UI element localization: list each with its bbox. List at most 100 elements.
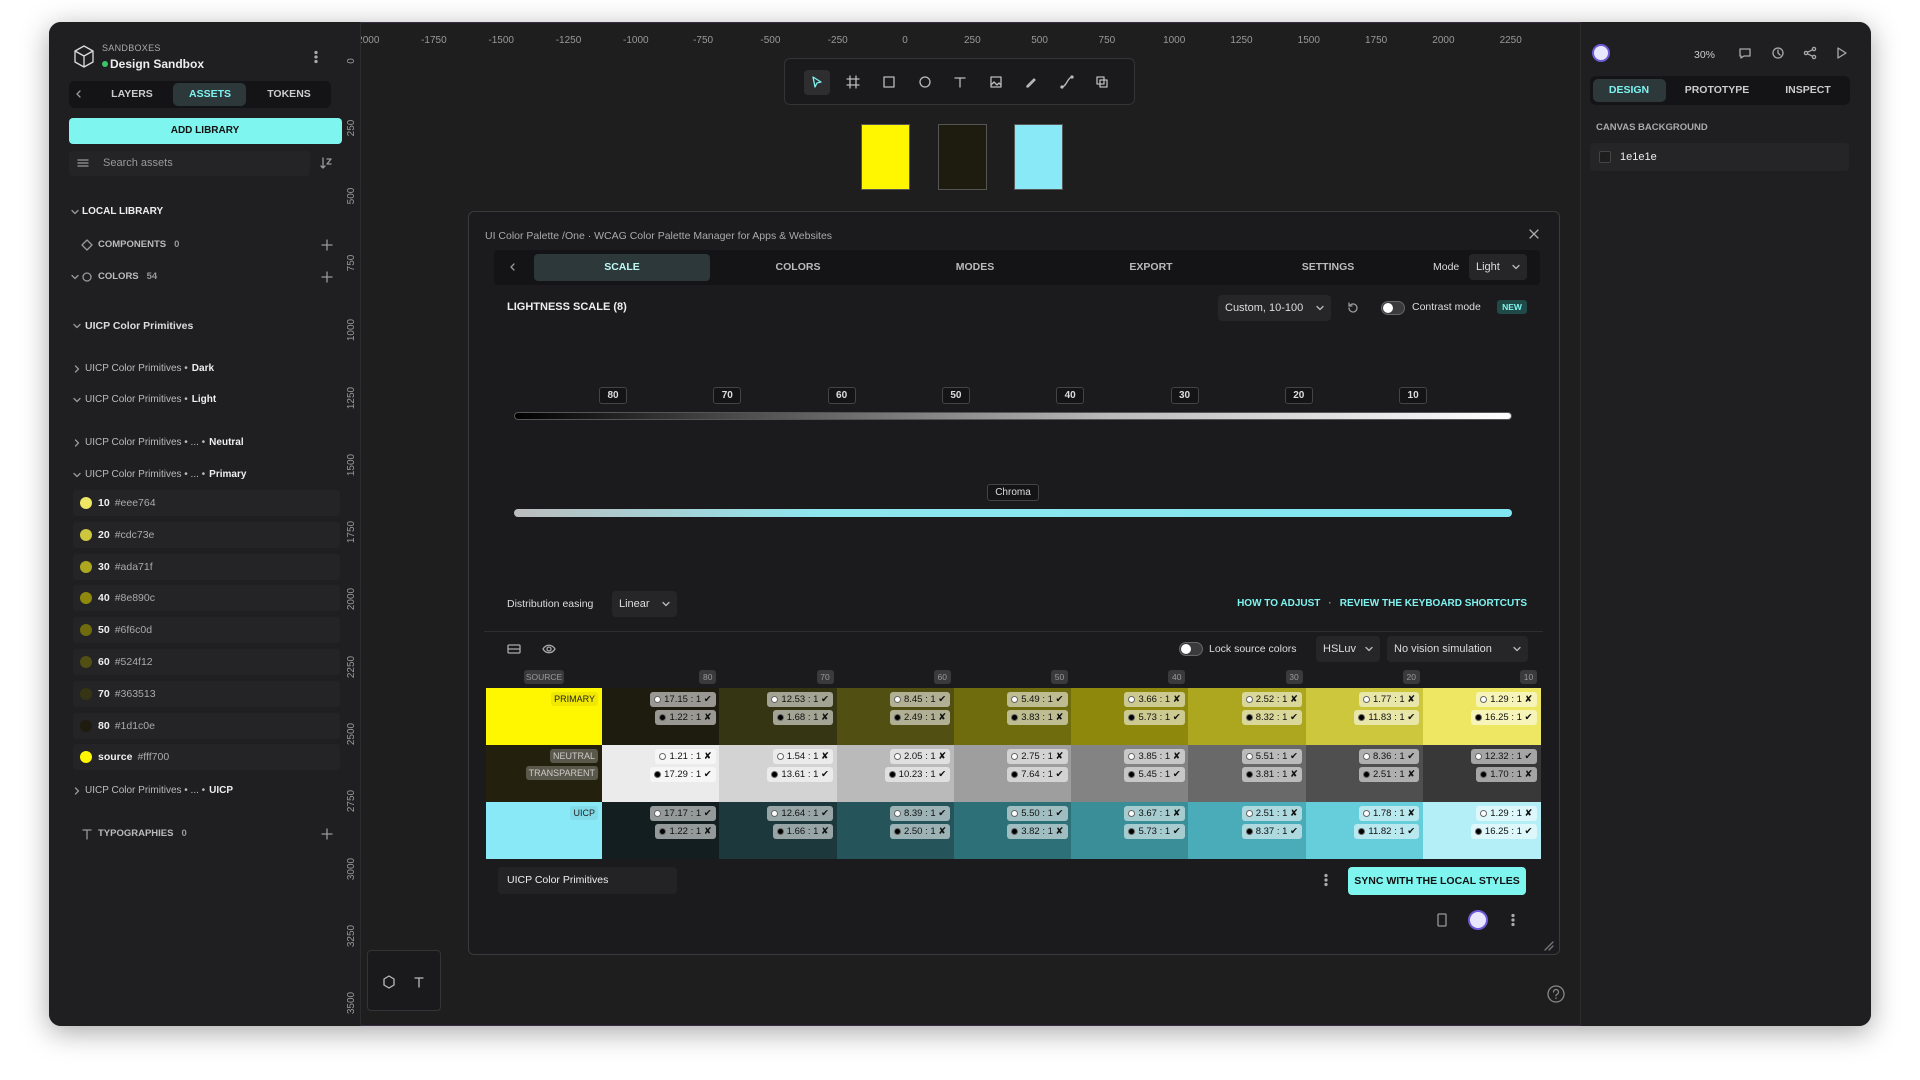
add-button[interactable] (321, 271, 333, 283)
canvas-frame[interactable] (1014, 124, 1063, 190)
color-style-row[interactable]: 30 #ada71f (73, 553, 340, 580)
vision-dropdown[interactable]: No vision simulation (1387, 636, 1528, 662)
more-menu[interactable] (1319, 873, 1333, 887)
palette-cell[interactable]: 12.32 : 1 ✔ 1.70 : 1 ✘ (1422, 745, 1541, 802)
palette-cell[interactable]: 2.51 : 1 ✘ 8.37 : 1 ✔ (1188, 802, 1306, 859)
chroma-handle[interactable]: Chroma (987, 484, 1039, 501)
palette-cell[interactable]: 12.64 : 1 ✔ 1.66 : 1 ✘ (719, 802, 837, 859)
canvas-frame[interactable] (937, 124, 987, 190)
color-style-row[interactable]: 70 #363513 (73, 680, 340, 707)
palette-cell[interactable]: 1.78 : 1 ✘ 11.82 : 1 ✔ (1305, 802, 1424, 859)
stop-handle[interactable]: 20 (1284, 387, 1313, 404)
tool-button[interactable] (989, 75, 1003, 89)
user-avatar[interactable] (1468, 910, 1488, 930)
search-field[interactable] (69, 151, 310, 176)
zoom-level[interactable]: 30% (1694, 49, 1716, 61)
visibility-toggle[interactable] (542, 642, 556, 656)
plugin-tab[interactable]: EXPORT (1129, 261, 1173, 273)
chevron-down[interactable] (72, 395, 82, 405)
color-style-row[interactable]: 80 #1d1c0e (73, 712, 340, 739)
back-button[interactable] (74, 89, 84, 99)
reset-button[interactable] (1346, 301, 1360, 315)
chevron-down[interactable] (72, 321, 82, 331)
color-group[interactable]: UICP Color Primitives • ... • UICP (85, 783, 233, 799)
plugin-tab[interactable]: SETTINGS (1301, 261, 1355, 273)
easing-dropdown[interactable]: Linear (612, 591, 677, 617)
chevron-down[interactable] (1512, 644, 1522, 654)
root-group[interactable]: UICP Color Primitives (85, 320, 194, 332)
palette-cell[interactable]: 5.49 : 1 ✔ 3.83 : 1 ✘ (953, 688, 1072, 745)
toggle[interactable] (1179, 642, 1203, 656)
chevron-down[interactable] (1315, 303, 1325, 313)
plugin-tab[interactable]: COLORS (775, 261, 821, 273)
help-link[interactable]: REVIEW THE KEYBOARD SHORTCUTS (1339, 598, 1527, 609)
more-menu[interactable] (1506, 913, 1520, 927)
palette-cell[interactable]: 1.77 : 1 ✘ 11.83 : 1 ✔ (1305, 688, 1424, 745)
help-link[interactable]: HOW TO ADJUST (1237, 598, 1321, 609)
stop-handle[interactable]: 50 (941, 387, 970, 404)
sidebar-tab[interactable]: LAYERS (111, 88, 153, 100)
right-tab[interactable]: INSPECT (1785, 84, 1831, 96)
add-button[interactable] (321, 828, 333, 840)
lightness-slider[interactable] (514, 412, 1512, 420)
palette-cell[interactable]: 2.05 : 1 ✘ 10.23 : 1 ✔ (836, 745, 955, 802)
color-group[interactable]: UICP Color Primitives • ... • Neutral (85, 435, 244, 451)
palette-cell[interactable]: 8.45 : 1 ✔ 2.49 : 1 ✘ (836, 688, 955, 745)
help-button[interactable] (1547, 985, 1565, 1003)
chevron-down[interactable] (72, 470, 82, 480)
tool-button[interactable] (846, 75, 860, 89)
right-tab[interactable]: DESIGN (1608, 84, 1650, 96)
palette-cell[interactable]: 1.29 : 1 ✘ 16.25 : 1 ✔ (1422, 688, 1541, 745)
palette-cell[interactable]: 3.66 : 1 ✘ 5.73 : 1 ✔ (1071, 688, 1189, 745)
stop-handle[interactable]: 30 (1170, 387, 1199, 404)
stop-handle[interactable]: 60 (827, 387, 856, 404)
canvas-frame[interactable] (861, 124, 910, 190)
color-style-row[interactable]: 40 #8e890c (73, 585, 340, 612)
palette-cell[interactable]: 5.50 : 1 ✔ 3.82 : 1 ✘ (953, 802, 1072, 859)
color-group[interactable]: UICP Color Primitives • Light (85, 392, 216, 408)
color-style-row[interactable]: 60 #524f12 (73, 649, 340, 675)
mode-dropdown[interactable]: Light (1469, 254, 1527, 280)
chroma-slider[interactable] (514, 509, 1512, 517)
sort-icon[interactable] (319, 156, 333, 170)
palette-name-field[interactable]: UICP Color Primitives (498, 867, 677, 894)
background-row[interactable]: 1e1e1e (1590, 143, 1849, 171)
palette-cell[interactable]: 17.15 : 1 ✔ 1.22 : 1 ✘ (602, 688, 720, 745)
add-button[interactable] (321, 239, 333, 251)
color-group[interactable]: UICP Color Primitives • ... • Primary (85, 467, 246, 483)
palette-cell[interactable]: 2.52 : 1 ✘ 8.32 : 1 ✔ (1188, 688, 1306, 745)
plugin-tab[interactable]: SCALE (604, 261, 640, 273)
stop-handle[interactable]: 80 (599, 387, 627, 404)
color-style-row[interactable]: 20 #cdc73e (73, 521, 340, 548)
sidebar-tab[interactable]: ASSETS (188, 88, 232, 100)
chevron-down[interactable] (1364, 644, 1374, 654)
add-library-button[interactable]: ADD LIBRARY (69, 118, 342, 144)
tool-button[interactable] (882, 75, 896, 89)
palette-cell[interactable]: 5.51 : 1 ✔ 3.81 : 1 ✘ (1188, 745, 1306, 802)
stop-handle[interactable]: 10 (1399, 387, 1428, 404)
chevron-down[interactable] (1511, 262, 1521, 272)
sidebar-tab[interactable]: TOKENS (267, 88, 311, 100)
color-style-row[interactable]: 10 #eee764 (73, 490, 340, 516)
palette-cell[interactable]: 12.53 : 1 ✔ 1.68 : 1 ✘ (719, 688, 837, 745)
tool-button[interactable] (953, 75, 967, 89)
preview-button[interactable] (1435, 913, 1449, 927)
stop-handle[interactable]: 40 (1056, 387, 1085, 404)
color-space-dropdown[interactable]: HSLuv (1316, 636, 1380, 662)
palette-cell[interactable]: 2.75 : 1 ✘ 7.64 : 1 ✔ (953, 745, 1072, 802)
more-menu[interactable] (309, 50, 323, 64)
right-tab[interactable]: PROTOTYPE (1684, 84, 1750, 96)
toggle[interactable] (1381, 301, 1405, 315)
share-button[interactable] (1803, 46, 1817, 60)
tool-button[interactable] (810, 75, 824, 89)
tool-button[interactable] (1060, 75, 1074, 89)
chevron-down[interactable] (70, 272, 80, 282)
back-button[interactable] (508, 262, 518, 272)
tool-button[interactable] (1095, 75, 1109, 89)
text-tool[interactable] (412, 975, 426, 989)
chevron-right[interactable] (72, 364, 82, 374)
view-mode-button[interactable] (1834, 46, 1848, 60)
stop-handle[interactable]: 70 (713, 387, 742, 404)
chevron-down[interactable] (70, 207, 80, 217)
sync-button[interactable]: SYNC WITH THE LOCAL STYLES (1348, 867, 1526, 895)
